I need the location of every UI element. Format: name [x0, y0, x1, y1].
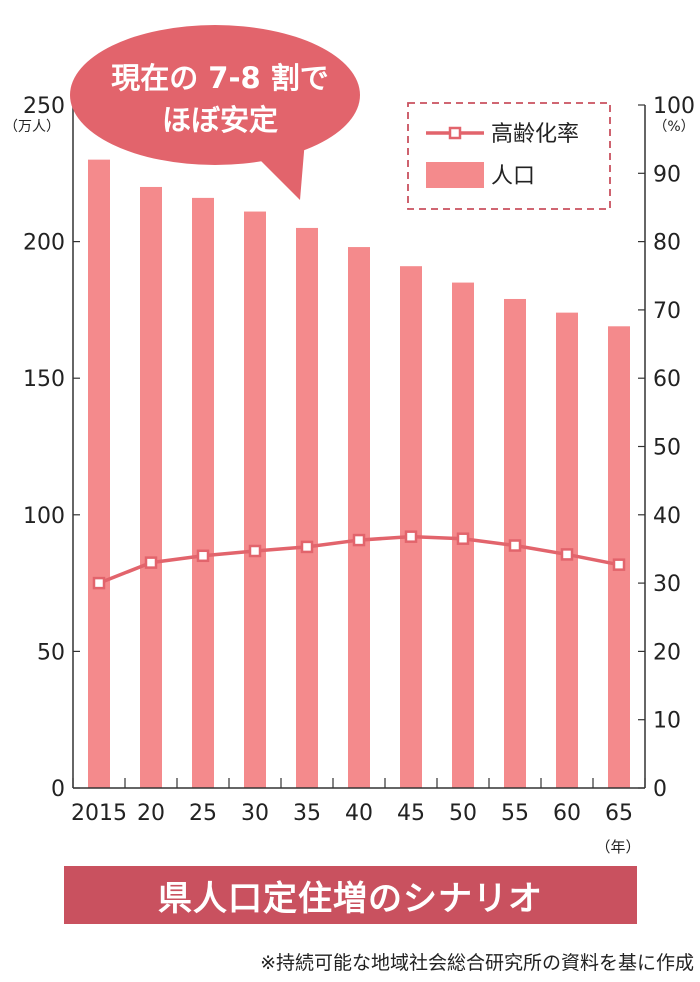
x-tick-label: 45: [397, 801, 425, 826]
aging-rate-point: [92, 576, 106, 590]
left-tick-label: 100: [23, 504, 65, 529]
annotation-text-line1: 現在の 7-8 割で: [111, 61, 329, 95]
right-tick-label: 20: [653, 640, 681, 665]
x-tick-label: 35: [293, 801, 321, 826]
population-bar: [608, 326, 630, 788]
left-axis-unit: （万人）: [4, 119, 60, 135]
right-tick-label: 100: [653, 94, 695, 119]
right-tick-label: 50: [653, 436, 681, 461]
legend-bar-label: 人口: [491, 164, 535, 189]
x-tick-label: 30: [241, 801, 269, 826]
annotation-bubble: [70, 25, 360, 165]
aging-rate-point: [196, 549, 210, 563]
x-tick-label: 25: [189, 801, 217, 826]
x-tick-label: 40: [345, 801, 373, 826]
x-tick-label: 50: [449, 801, 477, 826]
x-tick-label: 2015: [71, 801, 127, 826]
left-tick-label: 50: [37, 640, 65, 665]
aging-rate-point: [404, 530, 418, 543]
population-bar: [192, 197, 214, 788]
chart-title: 県人口定住増のシナリオ: [158, 878, 543, 919]
aging-rate-point: [612, 558, 626, 571]
aging-rate-point: [248, 544, 262, 558]
x-axis-unit: （年）: [595, 838, 640, 856]
right-tick-label: 70: [653, 299, 681, 324]
right-tick-label: 90: [653, 162, 681, 187]
right-axis-unit: （%）: [653, 119, 694, 135]
legend-line-marker: [448, 126, 462, 140]
aging-rate-point: [300, 540, 314, 554]
right-tick-label: 80: [653, 231, 681, 256]
population-chart: 0 50 100 150 200 250 0 10 20 30 40 50 60 70 80 90 100 201…: [4, 25, 695, 856]
left-tick-label: 200: [23, 231, 65, 256]
legend-bar-swatch: [426, 162, 484, 188]
right-tick-label: 60: [653, 367, 681, 392]
aging-rate-point: [456, 532, 470, 545]
legend-line-label: 高齢化率: [491, 122, 579, 147]
x-tick-label: 65: [605, 801, 633, 826]
x-tick-label: 20: [137, 801, 165, 826]
population-bar: [244, 211, 266, 789]
legend-box: [407, 102, 611, 210]
population-bar: [296, 227, 318, 788]
right-tick-label: 40: [653, 504, 681, 529]
chart-title-banner: 県人口定住増のシナリオ: [64, 866, 637, 924]
population-bar: [400, 266, 422, 788]
population-bar: [348, 247, 370, 789]
left-tick-label: 250: [23, 94, 65, 119]
right-tick-label: 10: [653, 709, 681, 734]
annotation-text-line2: ほぼ安定: [162, 103, 278, 137]
x-tick-label: 60: [553, 801, 581, 826]
source-note: ※持続可能な地域社会総合研究所の資料を基に作成: [260, 952, 694, 974]
left-tick-label: 150: [23, 367, 65, 392]
right-tick-label: 30: [653, 572, 681, 597]
aging-rate-point: [508, 539, 522, 552]
aging-rate-point: [560, 548, 574, 561]
left-tick-label: 0: [51, 777, 65, 802]
right-tick-label: 0: [653, 777, 667, 802]
population-bar: [88, 159, 110, 788]
aging-rate-point: [352, 533, 366, 547]
annotation-bubble-tail: [255, 140, 305, 200]
population-bar: [140, 186, 162, 788]
x-tick-label: 55: [501, 801, 529, 826]
aging-rate-point: [144, 556, 158, 569]
